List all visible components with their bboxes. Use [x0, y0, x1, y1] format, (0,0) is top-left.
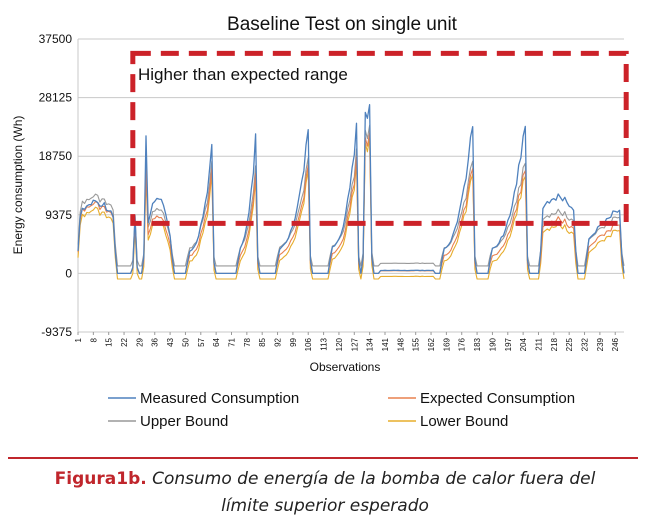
- x-tick-label: 162: [427, 337, 436, 351]
- y-tick-label: 28125: [39, 91, 73, 105]
- chart: Baseline Test on single unit Energy cons…: [11, 14, 629, 430]
- x-tick-label: 15: [105, 337, 114, 346]
- series-lines: [77, 104, 625, 280]
- x-tick-label: 22: [120, 337, 129, 346]
- x-tick-label: 127: [350, 337, 359, 351]
- x-tick-label: 8: [89, 337, 98, 342]
- x-tick-label: 155: [412, 337, 421, 351]
- x-tick-label: 183: [473, 337, 482, 351]
- x-axis-label: Observations: [310, 360, 381, 374]
- y-tick-label: -9375: [41, 325, 72, 339]
- y-tick-label: 0: [65, 266, 72, 280]
- annotation-box: [130, 50, 629, 226]
- x-tick-label: 218: [550, 337, 559, 351]
- x-tick-label: 29: [135, 337, 144, 346]
- gridlines: [77, 38, 624, 333]
- x-tick-label: 225: [565, 337, 574, 351]
- x-tick-label: 78: [243, 337, 252, 346]
- x-tick-label: 211: [534, 337, 543, 350]
- legend-label-upper-bound: Upper Bound: [140, 413, 228, 430]
- x-tick-label: 85: [258, 337, 267, 346]
- measured-consumption-line: [77, 104, 625, 275]
- x-tick-label: 71: [227, 337, 236, 346]
- x-tick-label: 197: [504, 337, 513, 351]
- lower-bound-line: [77, 137, 625, 280]
- y-axis-label: Energy consumption (Wh): [11, 116, 25, 255]
- y-axis-label-group: Energy consumption (Wh): [11, 116, 25, 255]
- x-tick-label: 50: [181, 337, 190, 346]
- expected-consumption-line: [77, 132, 625, 274]
- x-tick-label: 64: [212, 337, 221, 346]
- y-tick-label: 37500: [39, 32, 73, 46]
- x-tick-label: 43: [166, 337, 175, 346]
- x-tick-label: 134: [366, 337, 375, 351]
- x-tick-label: 246: [611, 337, 620, 351]
- y-tick-labels: 37500 28125 18750 9375 0 -9375: [39, 32, 73, 339]
- x-tick-label: 169: [442, 337, 451, 351]
- caption-line-2: límite superior esperado: [221, 496, 429, 516]
- x-tick-label: 141: [381, 337, 390, 351]
- x-tick-label: 92: [274, 337, 283, 346]
- legend-label-measured-consumption: Measured Consumption: [140, 390, 299, 407]
- legend-label-lower-bound: Lower Bound: [420, 413, 508, 430]
- x-tick-label: 190: [488, 337, 497, 351]
- chart-title: Baseline Test on single unit: [227, 14, 458, 35]
- y-tick-label: 18750: [39, 149, 73, 163]
- y-tick-label: 9375: [45, 208, 72, 222]
- x-tick-label: 239: [596, 337, 605, 351]
- legend: Measured Consumption Expected Consumption…: [108, 390, 575, 430]
- figure-caption: Figura1b. Consumo de energía de la bomba…: [0, 466, 650, 520]
- x-tick-label: 1: [74, 337, 83, 342]
- x-tick-label: 36: [151, 337, 160, 346]
- annotation-text: Higher than expected range: [138, 65, 348, 84]
- x-tick-label: 176: [458, 337, 467, 351]
- x-tick-label: 232: [581, 337, 590, 351]
- caption-line-1: Consumo de energía de la bomba de calor …: [152, 469, 596, 489]
- x-tick-label: 99: [289, 337, 298, 346]
- caption-label: Figura1b.: [54, 469, 147, 489]
- x-tick-label: 120: [335, 337, 344, 351]
- x-tick-label: 113: [320, 337, 329, 350]
- legend-label-expected-consumption: Expected Consumption: [420, 390, 575, 407]
- x-tick-label: 106: [304, 337, 313, 351]
- x-tick-labels: 1 8 15 22 29 36 43 50 57 64 71 78 85 92 99 106 113 120 127…: [74, 332, 620, 351]
- x-tick-label: 148: [396, 337, 405, 351]
- x-tick-label: 204: [519, 337, 528, 351]
- x-tick-label: 57: [197, 337, 206, 346]
- caption-divider: [8, 457, 638, 459]
